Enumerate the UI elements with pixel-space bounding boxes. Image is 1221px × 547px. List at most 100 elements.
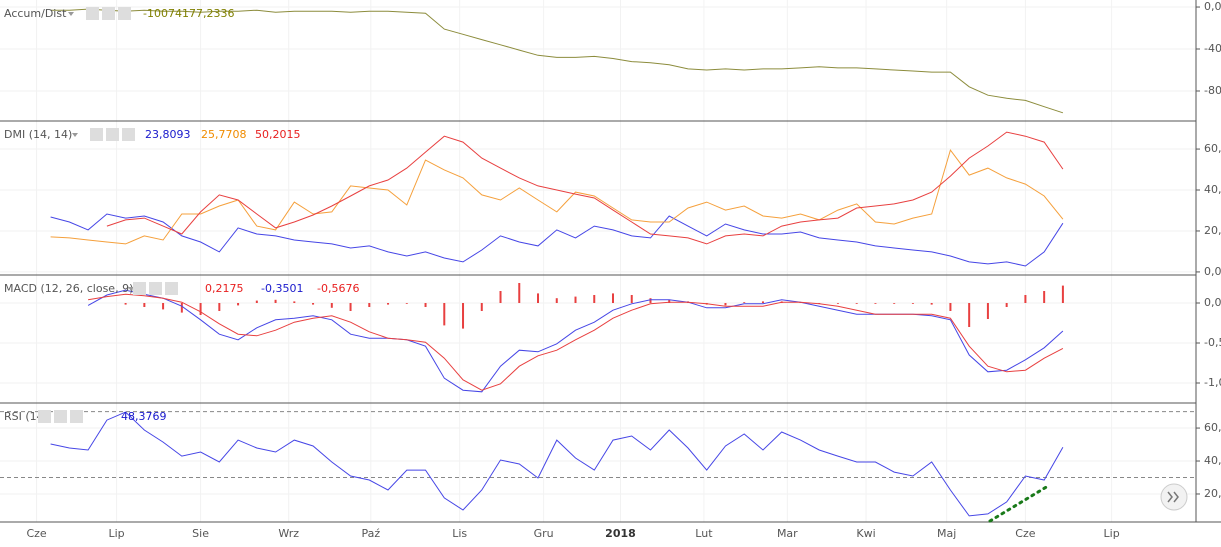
x-tick-label: Lip [109, 527, 125, 540]
x-tick-label: Kwi [856, 527, 875, 540]
histogram-bar [574, 296, 577, 303]
scroll-button[interactable] [1160, 483, 1188, 511]
histogram-bar [911, 303, 914, 304]
y-tick-label: 40,00 [1204, 454, 1221, 467]
legend-icon[interactable] [102, 7, 115, 20]
legend-value: -10074177,2336 [143, 7, 234, 20]
indicator-title: Accum/Dist [4, 7, 67, 20]
histogram-bar [1043, 291, 1046, 303]
histogram-bar [743, 302, 746, 303]
histogram-bar [143, 303, 146, 307]
histogram-bar [443, 303, 446, 326]
dropdown-arrow [72, 133, 78, 137]
histogram-bar [499, 291, 502, 303]
x-tick-label: Gru [534, 527, 554, 540]
y-tick-label: 0,00 [1204, 0, 1221, 13]
y-tick-label: -800 [1204, 84, 1221, 97]
histogram-bar [537, 293, 540, 303]
series-line [50, 8, 1064, 114]
histogram-bar [274, 299, 277, 303]
legend-icon[interactable] [70, 410, 83, 423]
x-tick-label: Lut [695, 527, 713, 540]
histogram-bar [855, 303, 858, 304]
y-tick-label: 60,00 [1204, 421, 1221, 434]
indicator-title: MACD (12, 26, close, 9) [4, 282, 133, 295]
indicator-title: DMI (14, 14) [4, 128, 72, 141]
legend-icon[interactable] [90, 128, 103, 141]
x-tick-label: Lis [452, 527, 467, 540]
y-tick-label: -400 [1204, 42, 1221, 55]
legend-value: -0,3501 [261, 282, 303, 295]
trend-line[interactable] [988, 484, 1050, 523]
histogram-bar [312, 303, 315, 305]
histogram-bar [199, 303, 202, 315]
histogram-bar [349, 303, 352, 311]
x-tick-label: Lip [1104, 527, 1120, 540]
legend-icon[interactable] [38, 410, 51, 423]
histogram-bar [518, 283, 521, 303]
dropdown-arrow [68, 12, 74, 16]
legend-value: 25,7708 [201, 128, 247, 141]
histogram-bar [405, 303, 408, 304]
legend-icon[interactable] [149, 282, 162, 295]
histogram-bar [836, 303, 839, 304]
y-tick-label: -1,00 [1204, 376, 1221, 389]
histogram-bar [462, 303, 465, 329]
histogram-bar [255, 300, 258, 303]
legend-icon[interactable] [54, 410, 67, 423]
legend-value: 48,3769 [121, 410, 167, 423]
histogram-bar [630, 295, 633, 303]
x-tick-label: 2018 [605, 527, 636, 540]
histogram-bar [1005, 303, 1008, 307]
histogram-bar [986, 303, 989, 319]
x-tick-label: Mar [777, 527, 798, 540]
legend-icon[interactable] [118, 7, 131, 20]
histogram-bar [237, 303, 240, 306]
panel [0, 131, 1196, 273]
histogram-bar [330, 303, 333, 308]
panel [0, 6, 1196, 114]
x-tick-label: Sie [192, 527, 209, 540]
x-tick-label: Cze [1015, 527, 1035, 540]
histogram-bar [480, 303, 483, 311]
y-tick-label: 40,00 [1204, 183, 1221, 196]
histogram-bar [162, 303, 165, 310]
legend-value: 23,8093 [145, 128, 191, 141]
histogram-bar [555, 298, 558, 303]
histogram-bar [424, 303, 427, 307]
histogram-bar [387, 303, 390, 305]
legend-icon[interactable] [133, 282, 146, 295]
y-tick-label: 20,00 [1204, 224, 1221, 237]
series-line [50, 411, 1064, 517]
legend-icon[interactable] [106, 128, 119, 141]
histogram-bar [218, 303, 221, 311]
legend-icon[interactable] [122, 128, 135, 141]
histogram-bar [1024, 295, 1027, 303]
legend-icon[interactable] [86, 7, 99, 20]
legend-icon[interactable] [165, 282, 178, 295]
dropdown-arrow [128, 287, 134, 291]
x-tick-label: Paź [361, 527, 380, 540]
y-tick-label: 60,00 [1204, 142, 1221, 155]
legend-value: -0,5676 [317, 282, 359, 295]
scroll-button-bg[interactable] [1160, 483, 1188, 511]
series-line [50, 149, 1064, 245]
histogram-bar [611, 293, 614, 303]
y-tick-label: 0,00 [1204, 296, 1221, 309]
x-tick-label: Wrz [278, 527, 299, 540]
histogram-bar [368, 303, 371, 307]
panel [0, 283, 1196, 393]
y-tick-label: 20,00 [1204, 487, 1221, 500]
histogram-bar [949, 303, 952, 311]
histogram-bar [649, 298, 652, 303]
series-line [50, 213, 1064, 267]
histogram-bar [893, 303, 896, 304]
panel [0, 411, 1196, 517]
legend-value: 50,2015 [255, 128, 301, 141]
histogram-bar [724, 303, 727, 306]
histogram-bar [668, 299, 671, 303]
histogram-bar [930, 303, 933, 305]
